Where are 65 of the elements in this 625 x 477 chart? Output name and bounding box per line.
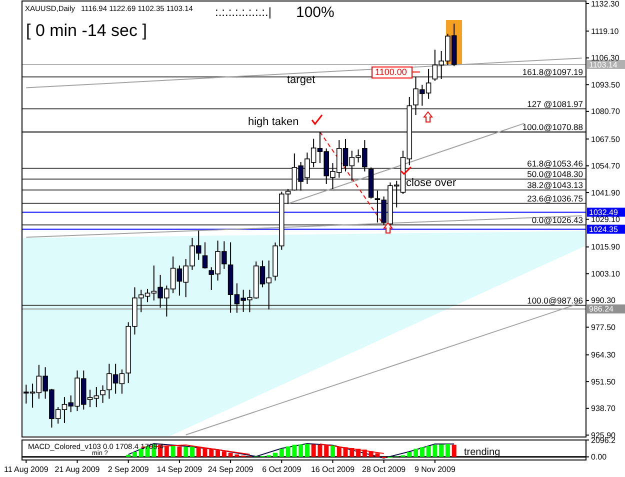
y-tick-label: 1041.90	[591, 188, 620, 198]
annotation: 0.0@1026.43	[532, 214, 584, 225]
x-tick-label: 28 Oct 2009	[362, 465, 406, 474]
bar	[273, 452, 278, 457]
annotation: high taken	[248, 116, 299, 128]
bar	[330, 446, 335, 457]
y-tick-label: 1080.70	[591, 107, 620, 116]
bar	[298, 444, 304, 457]
annotation: :.:.:.:.:.:.:.:.|	[215, 5, 272, 19]
y-tick-label: 1119.10	[591, 26, 620, 36]
y-tick-label: 1015.90	[591, 242, 620, 252]
annotation: 127 @1081.97	[527, 98, 584, 109]
bar	[138, 448, 144, 457]
bar	[132, 452, 137, 457]
y-tick-label: 938.70	[591, 404, 616, 414]
bar	[439, 444, 444, 457]
annotation: 100%	[296, 4, 334, 21]
x-tick-label: 6 Oct 2009	[262, 465, 302, 474]
y-tick-label: 1132.30	[591, 0, 620, 8]
candlestick	[202, 242, 208, 270]
annotation: 100.0@1070.88	[522, 122, 584, 132]
bar	[279, 448, 284, 457]
y-tick-label: 1029.10	[591, 215, 620, 224]
x-tick-label: 14 Sep 2009	[156, 465, 203, 474]
bar	[445, 444, 450, 457]
x-tick-label: 16 Oct 2009	[310, 465, 356, 474]
bar	[407, 452, 412, 457]
x-tick-label: 24 Sep 2009	[208, 465, 254, 474]
ref-line-label: 1032.49	[589, 208, 618, 218]
annotation: 100.0@987.96	[527, 295, 584, 306]
ref-line-label: 986.24	[589, 304, 614, 314]
bar	[190, 446, 194, 457]
annotation: 61.8@1053.46	[527, 158, 584, 168]
annotation: 23.6@1036.75	[527, 193, 584, 204]
bar	[414, 448, 418, 457]
y-tick-label: 964.30	[591, 350, 616, 360]
annotation: 161.8@1097.19	[522, 66, 584, 77]
x-tick-label: 21 Aug 2009	[54, 465, 100, 474]
x-tick-label: 9 Nov 2009	[414, 465, 456, 474]
bar	[304, 444, 310, 457]
y-tick-label: 951.50	[591, 377, 616, 386]
bar	[420, 447, 424, 457]
bar	[452, 444, 456, 457]
ref-line-label: 1024.35	[589, 225, 618, 234]
annotation: 38.2@1043.13	[527, 180, 584, 190]
bar	[184, 446, 188, 457]
ref-line-label: 1103.14	[589, 60, 618, 70]
y-tick-label: 1003.10	[591, 269, 620, 278]
bar	[170, 446, 176, 457]
annotation: 1100.00	[375, 67, 407, 77]
y-tick-label: 990.30	[591, 296, 616, 306]
annotation: target	[287, 74, 316, 86]
x-tick-label: 2 Sep 2009	[108, 465, 150, 474]
y-tick-label: 1067.50	[591, 134, 620, 144]
y-tick-label: 1106.30	[591, 54, 620, 63]
annotation: trending	[464, 447, 500, 458]
x-tick-label: 11 Aug 2009	[4, 465, 49, 474]
y-tick-label: 0.00	[591, 452, 608, 462]
annotation: 50.0@1048.30	[527, 169, 584, 180]
annotation: [ 0 min -14 sec ]	[26, 21, 147, 40]
y-tick-label: 977.50	[591, 323, 616, 332]
y-tick-label: 1054.70	[591, 162, 620, 171]
y-tick-label: 1093.50	[591, 80, 620, 90]
candlestick	[100, 384, 106, 404]
annotation: close over	[406, 177, 456, 189]
